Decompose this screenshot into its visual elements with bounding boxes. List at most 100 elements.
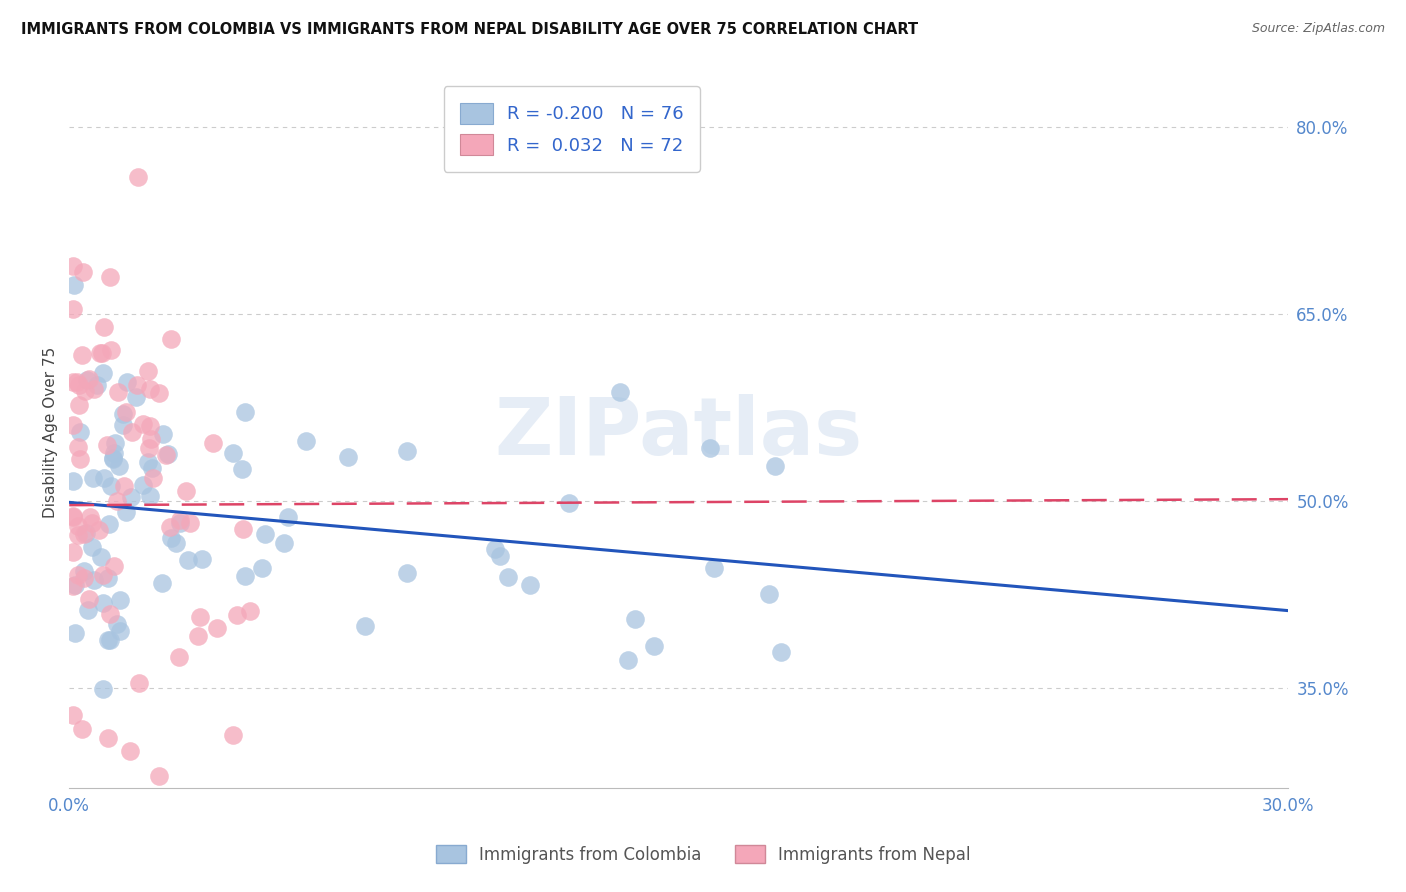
Point xyxy=(174,484,197,499)
Point xyxy=(221,446,243,460)
Point xyxy=(150,576,173,591)
Point xyxy=(103,450,125,465)
Point xyxy=(132,478,155,492)
Point xyxy=(103,446,125,460)
Point xyxy=(277,510,299,524)
Point xyxy=(769,645,792,659)
Point xyxy=(699,442,721,456)
Text: IMMIGRANTS FROM COLOMBIA VS IMMIGRANTS FROM NEPAL DISABILITY AGE OVER 75 CORRELA: IMMIGRANTS FROM COLOMBIA VS IMMIGRANTS F… xyxy=(21,22,918,37)
Point xyxy=(73,564,96,578)
Point xyxy=(62,707,84,722)
Point xyxy=(616,653,638,667)
Point xyxy=(127,170,149,185)
Point xyxy=(489,549,512,564)
Point xyxy=(90,549,112,564)
Point xyxy=(100,479,122,493)
Point xyxy=(141,460,163,475)
Point xyxy=(233,404,256,418)
Point xyxy=(73,384,96,399)
Point xyxy=(157,447,180,461)
Point xyxy=(337,450,360,464)
Point xyxy=(231,462,253,476)
Point xyxy=(643,639,665,653)
Point xyxy=(202,436,225,450)
Y-axis label: Disability Age Over 75: Disability Age Over 75 xyxy=(44,347,58,518)
Point xyxy=(80,540,103,554)
Point xyxy=(98,607,121,622)
Point xyxy=(98,633,121,648)
Point xyxy=(83,382,105,396)
Point xyxy=(295,434,318,448)
Point xyxy=(77,372,100,386)
Point xyxy=(67,440,90,454)
Legend: R = -0.200   N = 76, R =  0.032   N = 72: R = -0.200 N = 76, R = 0.032 N = 72 xyxy=(444,87,700,171)
Point xyxy=(63,277,86,292)
Point xyxy=(98,269,121,284)
Point xyxy=(114,405,136,419)
Point xyxy=(90,346,112,360)
Point xyxy=(125,391,148,405)
Point xyxy=(177,552,200,566)
Point xyxy=(93,471,115,485)
Point xyxy=(484,542,506,557)
Point xyxy=(624,612,647,626)
Point xyxy=(67,568,90,582)
Point xyxy=(103,559,125,574)
Point xyxy=(167,650,190,665)
Point xyxy=(100,343,122,358)
Point xyxy=(165,536,187,550)
Point xyxy=(72,527,94,541)
Point xyxy=(128,676,150,690)
Point xyxy=(70,348,93,362)
Point xyxy=(76,373,98,387)
Point xyxy=(66,376,89,390)
Point xyxy=(758,587,780,601)
Point xyxy=(82,516,104,531)
Point xyxy=(97,731,120,746)
Point xyxy=(139,382,162,396)
Point xyxy=(83,573,105,587)
Point xyxy=(703,561,725,575)
Point xyxy=(77,591,100,606)
Point xyxy=(91,568,114,582)
Point xyxy=(148,386,170,401)
Point xyxy=(159,332,181,346)
Point xyxy=(98,517,121,532)
Point xyxy=(138,442,160,456)
Point xyxy=(63,578,86,592)
Text: Source: ZipAtlas.com: Source: ZipAtlas.com xyxy=(1251,22,1385,36)
Point xyxy=(239,604,262,618)
Legend: Immigrants from Colombia, Immigrants from Nepal: Immigrants from Colombia, Immigrants fro… xyxy=(429,838,977,871)
Point xyxy=(139,489,162,503)
Point xyxy=(107,458,129,473)
Point xyxy=(396,444,419,458)
Point xyxy=(179,516,201,530)
Point xyxy=(73,570,96,584)
Point xyxy=(62,259,84,273)
Point xyxy=(63,625,86,640)
Point xyxy=(558,495,581,509)
Point xyxy=(763,458,786,473)
Point xyxy=(97,633,120,648)
Point xyxy=(232,523,254,537)
Point xyxy=(75,525,97,540)
Point xyxy=(159,520,181,534)
Point xyxy=(91,366,114,380)
Point xyxy=(91,596,114,610)
Point xyxy=(62,418,84,433)
Point xyxy=(62,579,84,593)
Point xyxy=(97,571,120,585)
Point xyxy=(120,744,142,758)
Point xyxy=(86,378,108,392)
Point xyxy=(112,407,135,421)
Point xyxy=(82,471,104,485)
Point xyxy=(77,603,100,617)
Point xyxy=(132,417,155,431)
Point xyxy=(112,418,135,433)
Point xyxy=(79,510,101,524)
Point xyxy=(609,384,631,399)
Text: ZIPatlas: ZIPatlas xyxy=(495,394,863,472)
Point xyxy=(253,527,276,541)
Point xyxy=(273,535,295,549)
Point xyxy=(120,490,142,504)
